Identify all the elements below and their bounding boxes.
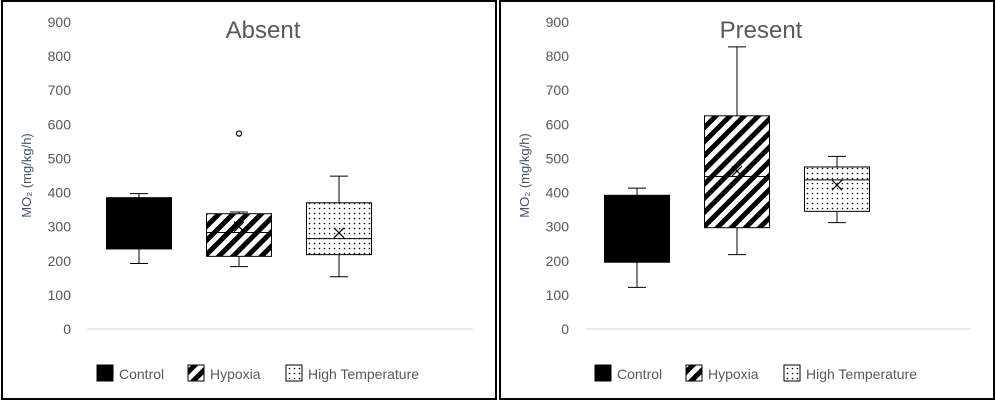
y-tick-label: 600	[546, 116, 570, 132]
legend-item-high-temperature: High Temperature	[285, 364, 419, 382]
y-tick-label: 100	[48, 287, 72, 303]
legend-label: Control	[617, 366, 662, 382]
iqr-box	[804, 166, 870, 212]
y-tick-label: 0	[561, 321, 569, 337]
legend-label: Hypoxia	[708, 366, 759, 382]
legend-swatch	[685, 364, 703, 382]
box-high-temperature	[306, 175, 372, 278]
y-axis-label: MO₂ (mg/kg/h)	[19, 133, 34, 218]
iqr-box	[604, 194, 670, 263]
legend-item-control: Control	[96, 364, 164, 382]
y-tick-label: 300	[546, 219, 570, 235]
y-axis-label: MO₂ (mg/kg/h)	[517, 133, 532, 218]
legend: Control Hypoxia High Temperature	[594, 364, 917, 382]
box-hypoxia	[206, 130, 272, 268]
legend-item-hypoxia: Hypoxia	[187, 364, 261, 382]
mean-marker	[333, 227, 345, 239]
iqr-box	[206, 213, 272, 257]
y-tick-label: 0	[63, 321, 71, 337]
y-tick-label: 900	[48, 14, 72, 30]
mean-marker	[233, 221, 245, 233]
box-control	[604, 187, 670, 288]
legend-label: High Temperature	[806, 366, 917, 382]
y-tick-label: 400	[546, 185, 570, 201]
y-tick-label: 700	[546, 82, 570, 98]
box-high-temperature	[804, 155, 870, 224]
legend-swatch	[285, 364, 303, 382]
y-tick-label: 100	[546, 287, 570, 303]
y-tick-label: 500	[546, 150, 570, 166]
y-tick-label: 800	[546, 48, 570, 64]
y-tick-label: 800	[48, 48, 72, 64]
mean-marker	[831, 179, 843, 191]
y-tick-label: 300	[48, 219, 72, 235]
legend-label: Hypoxia	[210, 366, 261, 382]
legend-swatch	[187, 364, 205, 382]
y-tick-label: 700	[48, 82, 72, 98]
chart-title: Present	[720, 17, 803, 44]
y-tick-label: 200	[546, 253, 570, 269]
legend-item-hypoxia: Hypoxia	[685, 364, 759, 382]
legend-item-control: Control	[594, 364, 662, 382]
y-tick-label: 900	[546, 14, 570, 30]
legend-label: High Temperature	[308, 366, 419, 382]
y-tick-label: 600	[48, 116, 72, 132]
iqr-box	[106, 197, 172, 250]
box-hypoxia	[704, 46, 770, 256]
y-tick-label: 200	[48, 253, 72, 269]
y-tick-label: 500	[48, 150, 72, 166]
box-control	[106, 193, 172, 265]
legend-item-high-temperature: High Temperature	[783, 364, 917, 382]
mean-marker	[731, 165, 743, 177]
outlier-point	[235, 130, 243, 137]
iqr-box	[306, 202, 372, 256]
chart-title: Absent	[226, 17, 301, 44]
box-chart-present: Present MO₂ (mg/kg/h) 0 100 200 300 400 500 600 7…	[517, 14, 971, 382]
chart-panel-absent: Absent MO₂ (mg/kg/h) 0 100 200 300 400 500 600 70…	[1, 0, 497, 400]
legend-swatch	[96, 364, 114, 382]
y-tick-label: 400	[48, 185, 72, 201]
legend-swatch	[783, 364, 801, 382]
legend-label: Control	[119, 366, 164, 382]
legend-swatch	[594, 364, 612, 382]
legend: Control Hypoxia High Temperature	[96, 364, 419, 382]
chart-panel-present: Present MO₂ (mg/kg/h) 0 100 200 300 400 500 600 7…	[499, 0, 995, 400]
box-chart-absent: Absent MO₂ (mg/kg/h) 0 100 200 300 400 500 600 70…	[19, 14, 473, 382]
